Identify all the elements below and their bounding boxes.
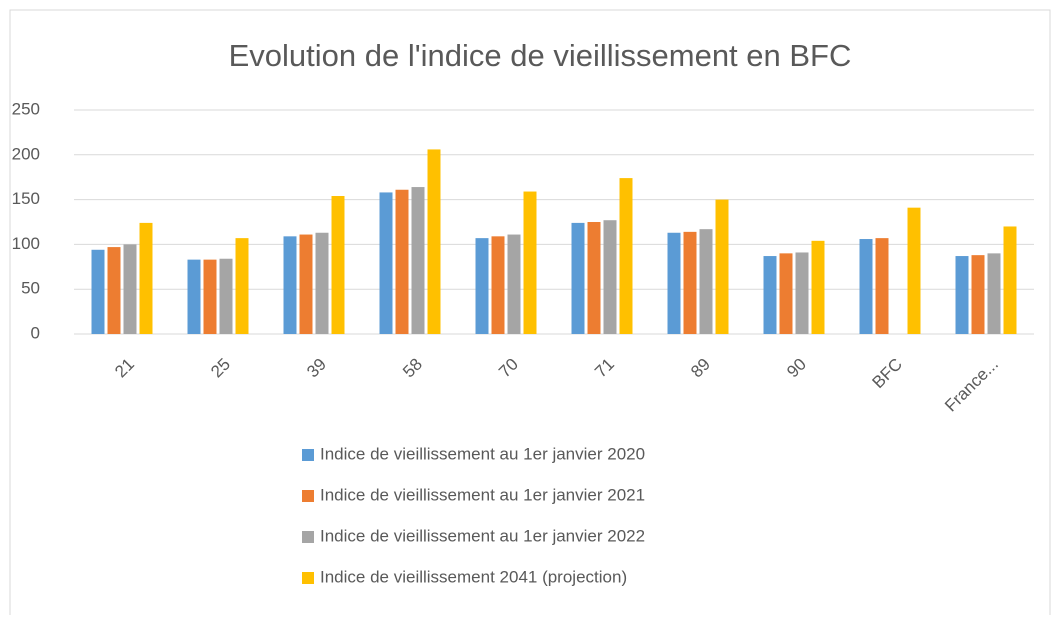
- bar: [1003, 226, 1017, 334]
- y-tick-label: 200: [12, 144, 40, 163]
- bar: [971, 255, 985, 334]
- y-tick-label: 0: [31, 323, 40, 342]
- bar: [203, 259, 217, 334]
- bar: [715, 199, 729, 334]
- bar: [427, 149, 441, 334]
- bar: [699, 229, 713, 334]
- y-tick-label: 150: [12, 189, 40, 208]
- bar: [795, 252, 809, 334]
- bar: [395, 189, 409, 334]
- bar: [219, 258, 233, 334]
- bar: [139, 222, 153, 334]
- bar: [523, 191, 537, 334]
- chart-title: Evolution de l'indice de vieillissement …: [229, 38, 852, 73]
- bar: [299, 234, 313, 334]
- legend-swatch: [302, 449, 314, 461]
- bar: [779, 253, 793, 334]
- legend-swatch: [302, 531, 314, 543]
- bar: [603, 220, 617, 334]
- bar: [619, 178, 633, 334]
- bar: [571, 222, 585, 334]
- y-tick-label: 100: [12, 234, 40, 253]
- bar: [875, 238, 889, 334]
- bar: [683, 231, 697, 334]
- bar: [955, 256, 969, 334]
- bar: [587, 222, 601, 334]
- bar: [107, 247, 121, 334]
- bar: [763, 256, 777, 334]
- bar: [235, 238, 249, 334]
- bar: [507, 234, 521, 334]
- bar: [987, 253, 1001, 334]
- bar: [411, 187, 425, 334]
- legend-label: Indice de vieillissement au 1er janvier …: [320, 485, 645, 504]
- bar: [859, 239, 873, 334]
- bar: [123, 244, 137, 334]
- legend-label: Indice de vieillissement au 1er janvier …: [320, 444, 645, 463]
- bar: [667, 232, 681, 334]
- bar: [379, 192, 393, 334]
- bar: [283, 236, 297, 334]
- legend-swatch: [302, 572, 314, 584]
- y-tick-label: 250: [12, 99, 40, 118]
- bar: [811, 240, 825, 334]
- y-tick-label: 50: [21, 279, 40, 298]
- bar: [315, 232, 329, 334]
- legend-label: Indice de vieillissement au 1er janvier …: [320, 526, 645, 545]
- bar: [907, 207, 921, 334]
- legend-swatch: [302, 490, 314, 502]
- bar: [91, 249, 105, 334]
- bar: [187, 259, 201, 334]
- bar: [331, 196, 345, 334]
- legend-label: Indice de vieillissement 2041 (projectio…: [320, 567, 627, 586]
- bar: [475, 238, 489, 334]
- bar: [491, 236, 505, 334]
